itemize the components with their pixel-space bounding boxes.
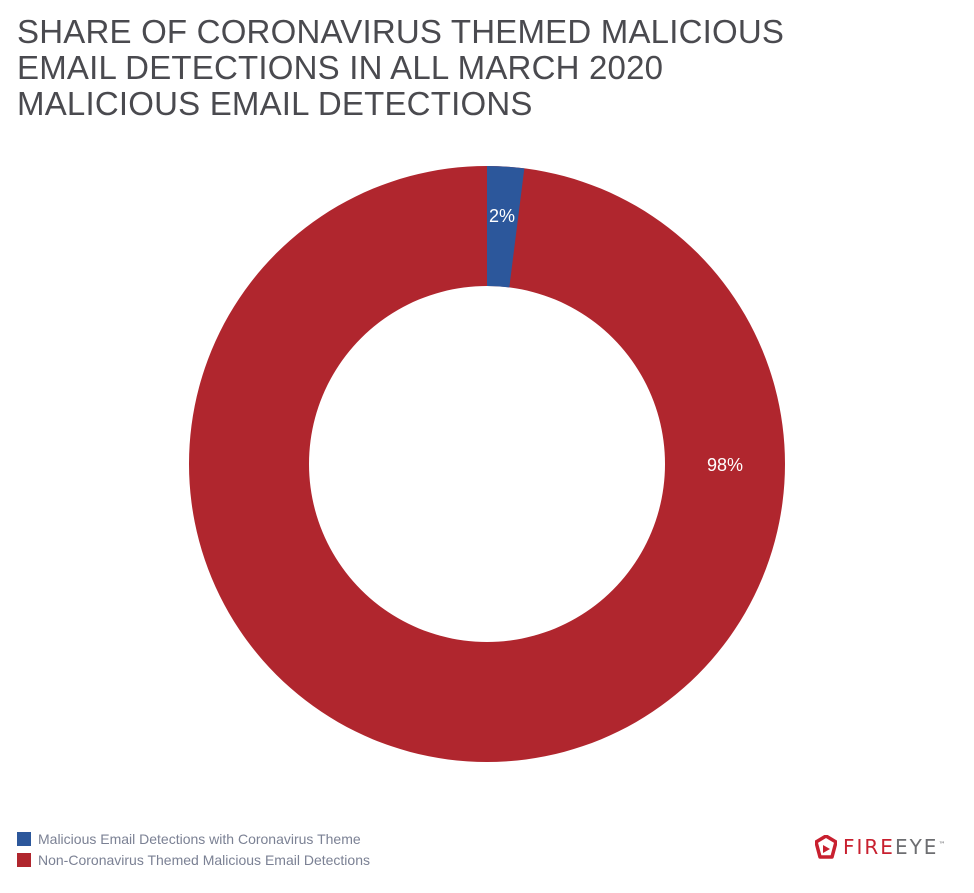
logo-trademark: ™ xyxy=(938,840,948,849)
slice-coronavirus xyxy=(487,166,525,288)
slice-non-coronavirus xyxy=(188,166,785,762)
legend-swatch-blue xyxy=(17,831,31,846)
legend-item-coronavirus: Malicious Email Detections with Coronavi… xyxy=(17,828,370,849)
logo-text-eye: EYE xyxy=(894,835,939,859)
chart-title: SHARE OF CORONAVIRUS THEMED MALICIOUS EM… xyxy=(17,14,784,122)
title-line-2: EMAIL DETECTIONS IN ALL MARCH 2020 xyxy=(17,49,664,86)
label-non-coronavirus: 98% xyxy=(707,455,743,475)
label-coronavirus: 2% xyxy=(489,206,515,226)
title-line-3: MALICIOUS EMAIL DETECTIONS xyxy=(17,85,533,122)
fireeye-logo: FIREEYE™ xyxy=(815,835,947,859)
legend-label: Non-Coronavirus Themed Malicious Email D… xyxy=(38,851,370,868)
title-line-1: SHARE OF CORONAVIRUS THEMED MALICIOUS xyxy=(17,13,785,50)
logo-text-fire: FIRE xyxy=(843,835,895,859)
fireeye-logo-icon xyxy=(815,835,837,859)
legend-swatch-red xyxy=(17,852,31,867)
legend-label: Malicious Email Detections with Coronavi… xyxy=(38,830,361,847)
legend-item-non-coronavirus: Non-Coronavirus Themed Malicious Email D… xyxy=(17,849,370,870)
legend: Malicious Email Detections with Coronavi… xyxy=(17,828,370,870)
